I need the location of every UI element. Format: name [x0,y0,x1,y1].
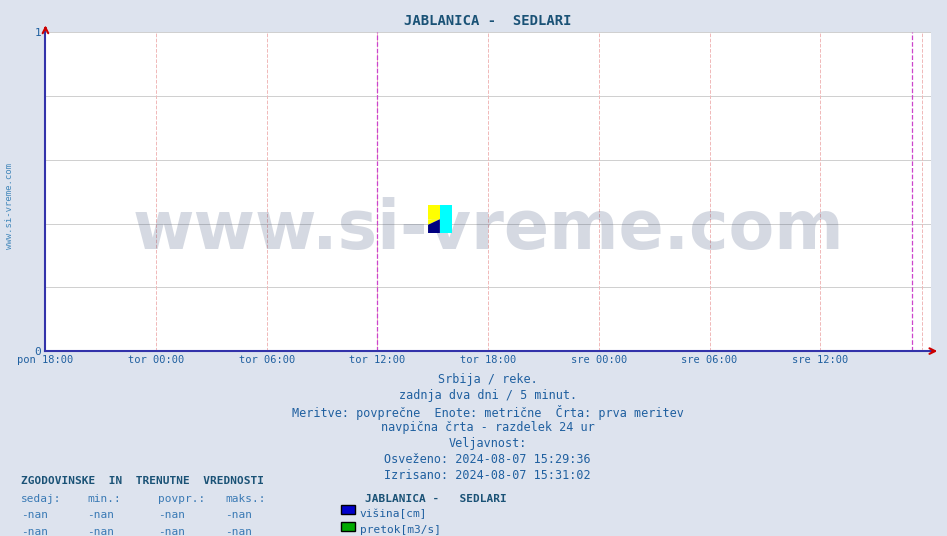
Text: sedaj:: sedaj: [21,494,62,504]
Text: višina[cm]: višina[cm] [360,509,427,519]
Text: www.si-vreme.com: www.si-vreme.com [5,163,14,249]
Text: -nan: -nan [158,510,186,520]
Polygon shape [428,205,439,219]
Polygon shape [439,205,452,233]
Text: -nan: -nan [158,527,186,536]
Text: -nan: -nan [87,527,115,536]
Text: -nan: -nan [21,510,48,520]
Text: Meritve: povprečne  Enote: metrične  Črta: prva meritev: Meritve: povprečne Enote: metrične Črta:… [292,405,684,420]
Text: zadnja dva dni / 5 minut.: zadnja dva dni / 5 minut. [399,389,577,401]
Text: navpična črta - razdelek 24 ur: navpična črta - razdelek 24 ur [381,421,595,434]
Text: www.si-vreme.com: www.si-vreme.com [133,197,844,263]
Text: JABLANICA -   SEDLARI: JABLANICA - SEDLARI [365,494,507,504]
Text: Srbija / reke.: Srbija / reke. [438,373,538,385]
Text: ZGODOVINSKE  IN  TRENUTNE  VREDNOSTI: ZGODOVINSKE IN TRENUTNE VREDNOSTI [21,476,264,486]
Text: povpr.:: povpr.: [158,494,205,504]
Title: JABLANICA -  SEDLARI: JABLANICA - SEDLARI [404,14,572,28]
Text: pretok[m3/s]: pretok[m3/s] [360,525,441,535]
Text: -nan: -nan [21,527,48,536]
Text: maks.:: maks.: [225,494,266,504]
Text: Veljavnost:: Veljavnost: [449,437,527,450]
Polygon shape [428,219,439,225]
Text: Osveženo: 2024-08-07 15:29:36: Osveženo: 2024-08-07 15:29:36 [384,453,591,466]
Polygon shape [428,219,439,233]
Text: -nan: -nan [225,527,253,536]
Text: -nan: -nan [87,510,115,520]
Text: min.:: min.: [87,494,121,504]
Text: -nan: -nan [225,510,253,520]
Text: Izrisano: 2024-08-07 15:31:02: Izrisano: 2024-08-07 15:31:02 [384,469,591,482]
